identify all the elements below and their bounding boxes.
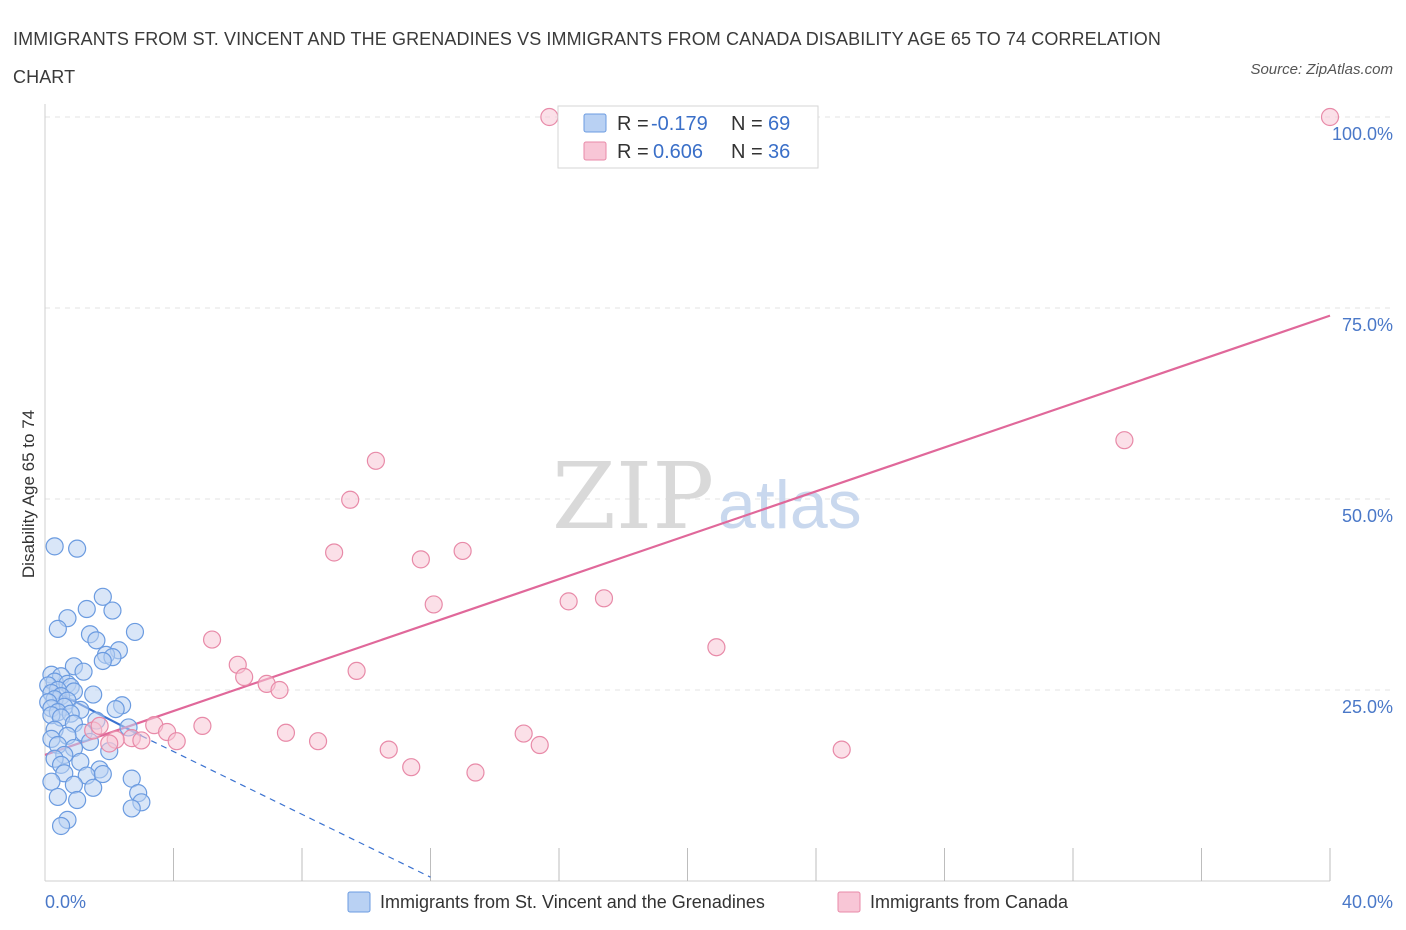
watermark-zip: ZIP <box>552 443 714 550</box>
blue-data-point <box>42 772 61 791</box>
blue-data-point <box>64 775 84 794</box>
pink-data-point <box>424 595 443 614</box>
pink-data-point <box>530 735 549 755</box>
blue-data-point <box>84 685 103 704</box>
source-credit: Source: ZipAtlas.com <box>1250 61 1393 78</box>
trend-lines <box>44 314 1331 878</box>
blue-data-point <box>87 631 106 650</box>
pink-data-point <box>366 451 385 470</box>
x-tick-label: 0.0% <box>45 892 86 912</box>
pink-data-point <box>132 731 151 750</box>
pink-data-point <box>276 723 296 742</box>
pink-data-point <box>832 740 851 759</box>
blue-data-point <box>77 599 96 619</box>
pink-data-point <box>202 630 222 649</box>
blue-data-point <box>103 601 122 620</box>
pink-data-point <box>1320 107 1340 127</box>
blue-data-point <box>93 764 112 784</box>
pink-data-point <box>411 550 430 569</box>
legend-swatch-pink <box>837 891 861 913</box>
stats-n-label-pink: N = <box>731 141 763 163</box>
chart-title: IMMIGRANTS FROM ST. VINCENT AND THE GREN… <box>13 29 1162 87</box>
blue-data-point <box>93 651 112 671</box>
blue-data-point <box>48 619 67 638</box>
pink-data-point <box>347 661 366 681</box>
blue-data-point <box>74 662 93 681</box>
blue-data-point <box>51 816 71 836</box>
y-tick-label: 50.0% <box>1342 506 1393 526</box>
pink-data-point <box>270 680 289 700</box>
x-tick-label: 40.0% <box>1342 892 1393 912</box>
pink-data-point <box>325 543 344 562</box>
stats-swatch-blue <box>583 113 607 133</box>
legend-swatch-blue <box>347 891 371 913</box>
stats-swatch-pink <box>583 141 607 161</box>
pink-data-point <box>235 667 254 687</box>
axes <box>44 104 1331 882</box>
pink-trend-line <box>44 314 1331 756</box>
blue-data-point <box>48 787 67 807</box>
y-axis-title: Disability Age 65 to 74 <box>19 410 38 578</box>
y-tick-label: 25.0% <box>1342 697 1393 717</box>
pink-data-point <box>308 732 328 751</box>
stats-r-label-pink: R = <box>617 141 649 163</box>
pink-data-point <box>1115 431 1134 450</box>
pink-data-point <box>379 740 398 759</box>
watermark: ZIP atlas <box>552 443 862 550</box>
blue-data-point <box>125 622 145 642</box>
pink-data-point <box>90 716 109 736</box>
stats-r-label-blue: R = <box>617 113 649 135</box>
stats-n-value-pink: 36 <box>768 141 790 163</box>
pink-data-point <box>453 541 472 561</box>
pink-data-point <box>559 592 578 611</box>
pink-data-point <box>167 732 186 751</box>
blue-data-point <box>106 699 125 719</box>
blue-trend-extension <box>141 735 431 878</box>
blue-data-point <box>122 799 141 818</box>
stats-legend: R = -0.179 N = 69 R = 0.606 N = 36 <box>557 105 819 169</box>
blue-data-point <box>84 778 103 797</box>
pink-data-point <box>514 724 533 743</box>
legend-label-blue: Immigrants from St. Vincent and the Gren… <box>380 892 765 912</box>
grid-lines <box>45 116 1395 691</box>
blue-data-point <box>68 790 87 810</box>
pink-data-point <box>193 716 212 736</box>
x-tick-labels: 0.0% 40.0% <box>45 892 1393 912</box>
pink-data-point <box>540 107 559 127</box>
blue-data-point <box>45 537 64 556</box>
pink-data-point <box>100 734 119 753</box>
series-legend: Immigrants from St. Vincent and the Gren… <box>347 891 1069 913</box>
pink-data-point <box>594 589 614 608</box>
stats-n-value-blue: 69 <box>768 113 790 135</box>
blue-data-point <box>93 587 112 606</box>
pink-data-point <box>341 490 360 509</box>
blue-data-point <box>68 539 87 558</box>
stats-r-value-blue: -0.179 <box>651 113 708 135</box>
y-tick-label: 75.0% <box>1342 315 1393 335</box>
stats-r-value-pink: 0.606 <box>653 141 703 163</box>
y-tick-labels: 25.0% 50.0% 75.0% 100.0% <box>1332 124 1393 717</box>
legend-label-pink: Immigrants from Canada <box>870 892 1069 912</box>
watermark-atlas: atlas <box>718 467 862 543</box>
pink-data-point <box>466 763 485 782</box>
data-points <box>39 107 1340 836</box>
y-tick-label: 100.0% <box>1332 124 1393 144</box>
pink-data-point <box>707 638 726 657</box>
pink-data-point <box>402 758 421 777</box>
stats-n-label-blue: N = <box>731 113 763 135</box>
